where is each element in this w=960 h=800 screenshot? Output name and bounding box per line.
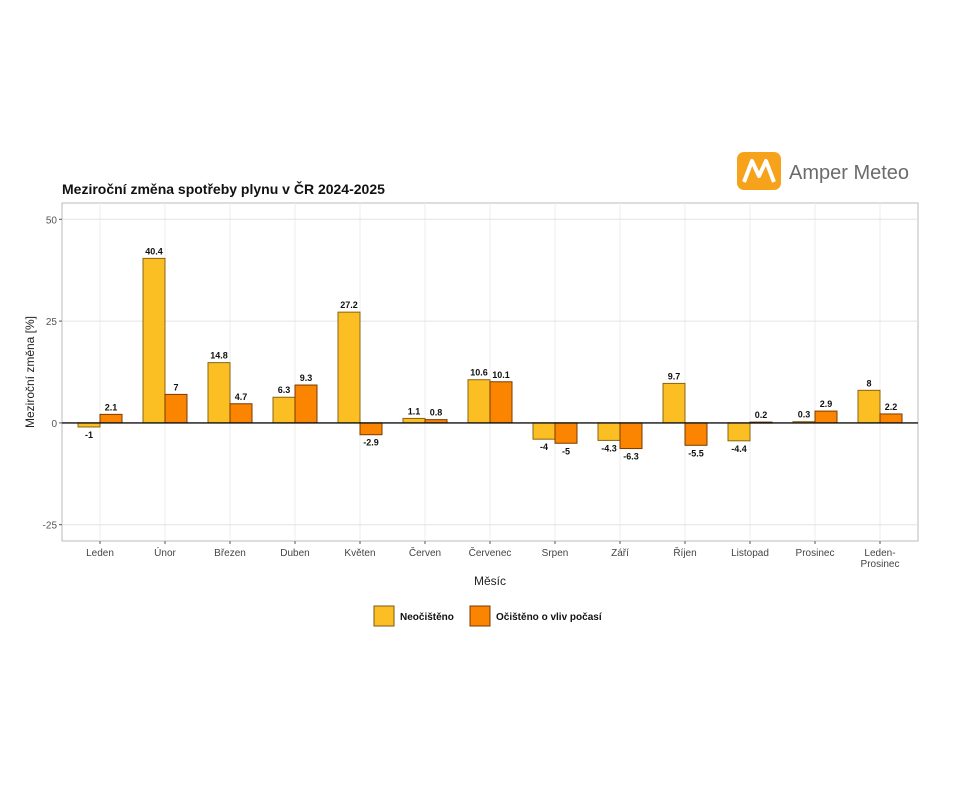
x-tick-label: Únor xyxy=(154,546,176,559)
data-label: 7 xyxy=(173,382,178,392)
legend-label-neocisteno: Neočištěno xyxy=(400,612,454,623)
data-label: 2.9 xyxy=(820,399,833,409)
y-tick-label: -25 xyxy=(43,521,58,532)
x-tick-label: Říjen xyxy=(673,546,696,559)
data-label: 27.2 xyxy=(340,300,358,310)
legend-swatch-ocisteno xyxy=(469,605,491,627)
y-tick-label: 25 xyxy=(46,317,58,328)
y-tick-label: 50 xyxy=(46,215,58,226)
x-tick-label: Duben xyxy=(280,548,309,559)
bar-neocisteno xyxy=(337,311,361,424)
x-tick-label: Červenec xyxy=(469,546,512,559)
data-label: 6.3 xyxy=(278,385,291,395)
data-label: 1.1 xyxy=(408,406,421,416)
x-tick-label: Prosinec xyxy=(861,559,900,570)
data-label: 9.3 xyxy=(300,373,313,383)
legend: Neočištěno Očištěno o vliv počasí xyxy=(373,605,603,627)
bar-ocisteno xyxy=(684,422,708,446)
x-tick-label: Listopad xyxy=(731,548,769,559)
chart-title: Meziroční změna spotřeby plynu v ČR 2024… xyxy=(62,180,385,197)
data-label: 10.1 xyxy=(492,370,510,380)
bar-ocisteno xyxy=(619,422,643,450)
y-axis-label: Meziroční změna [%] xyxy=(23,316,37,428)
bar-ocisteno xyxy=(164,393,188,424)
data-label: -6.3 xyxy=(623,452,639,462)
bar-ocisteno xyxy=(99,413,123,424)
x-tick-label: Prosinec xyxy=(796,548,835,559)
brand-name: Amper Meteo xyxy=(789,162,909,184)
data-label: -2.9 xyxy=(363,438,379,448)
data-label: 2.2 xyxy=(885,402,898,412)
data-label: -5 xyxy=(562,446,570,456)
data-label: 8 xyxy=(866,378,871,388)
data-label: 9.7 xyxy=(668,371,681,381)
logo-icon xyxy=(737,152,781,190)
bar-neocisteno xyxy=(207,362,231,424)
data-label: 40.4 xyxy=(145,246,163,256)
x-tick-label: Březen xyxy=(214,548,246,559)
bar-ocisteno xyxy=(359,422,383,436)
bar-ocisteno xyxy=(554,422,578,444)
data-label: -1 xyxy=(85,430,93,440)
bar-neocisteno xyxy=(727,422,751,442)
bar-ocisteno xyxy=(879,413,903,424)
bar-neocisteno xyxy=(467,379,491,424)
data-label: -4.3 xyxy=(601,443,617,453)
x-tick-label: Květen xyxy=(344,548,375,559)
bar-neocisteno xyxy=(662,382,686,424)
x-tick-label: Září xyxy=(611,548,629,559)
data-label: 0.3 xyxy=(798,410,811,420)
brand-logo: Amper Meteo xyxy=(737,152,909,190)
bar-ocisteno xyxy=(814,410,838,424)
legend-label-ocisteno: Očištěno o vliv počasí xyxy=(496,612,603,623)
bar-ocisteno xyxy=(294,384,318,424)
data-label: 0.2 xyxy=(755,410,768,420)
data-label: 10.6 xyxy=(470,368,488,378)
x-tick-label: Leden- xyxy=(864,548,895,559)
bar-neocisteno xyxy=(142,257,166,424)
x-tick-label: Červen xyxy=(409,546,441,559)
x-tick-label: Srpen xyxy=(542,548,569,559)
legend-swatch-neocisteno xyxy=(373,605,395,627)
data-label: 14.8 xyxy=(210,351,228,361)
bar-neocisteno xyxy=(532,422,556,440)
bar-neocisteno xyxy=(272,396,296,424)
data-label: -4.4 xyxy=(731,444,747,454)
x-axis-label: Měsíc xyxy=(474,574,506,588)
data-label: 2.1 xyxy=(105,402,118,412)
bar-ocisteno xyxy=(229,403,253,424)
data-label: 0.8 xyxy=(430,408,443,418)
bar-ocisteno xyxy=(489,381,513,424)
data-label: -5.5 xyxy=(688,448,704,458)
y-tick-label: 0 xyxy=(51,419,57,430)
x-tick-label: Leden xyxy=(86,548,114,559)
data-label: -4 xyxy=(540,442,548,452)
bar-neocisteno xyxy=(857,389,881,424)
bar-neocisteno xyxy=(597,422,621,441)
data-label: 4.7 xyxy=(235,392,248,402)
